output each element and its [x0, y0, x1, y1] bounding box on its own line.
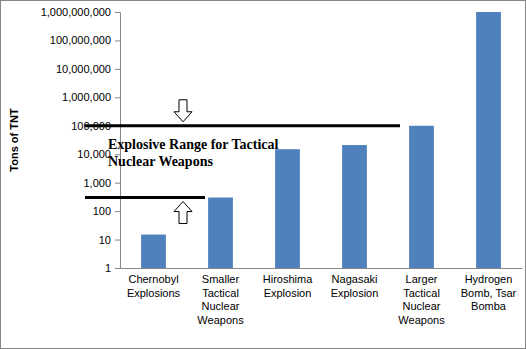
- x-tick-label: Nagasaki Explosion: [331, 273, 379, 299]
- x-tick-label-line: Smaller: [202, 273, 240, 285]
- y-tick-label: 1,000: [83, 177, 111, 189]
- y-tick-mark: [115, 183, 120, 184]
- y-tick-mark: [115, 12, 120, 13]
- x-tick-label-line: Nuclear: [403, 300, 441, 312]
- y-tick-label: 1,000,000,000: [41, 6, 111, 18]
- x-tick: Larger TacticalNuclear Weapons: [398, 268, 445, 326]
- bar: [342, 145, 367, 268]
- x-tick-label-line: Bomb, Tsar: [461, 287, 517, 299]
- y-tick-label: 10: [99, 234, 111, 246]
- chart: 1101001,00010,000100,0001,000,00010,000,…: [0, 0, 526, 349]
- y-tick-label: 1,000,000: [62, 91, 111, 103]
- x-tick: Hydrogen Bomb, TsarBomba: [461, 268, 517, 312]
- x-axis: ChernobylExplosionsSmallerTacticalNuclea…: [121, 268, 523, 326]
- x-tick-label-line: Chernobyl: [128, 273, 178, 285]
- x-tick-label: Hiroshima Explosion: [263, 273, 313, 299]
- x-tick-label-line: Hydrogen: [465, 273, 513, 285]
- y-tick-label: 1: [105, 262, 111, 274]
- y-tick-label: 100: [93, 205, 111, 217]
- x-tick-label-line: Explosions: [127, 287, 181, 299]
- y-tick-mark: [115, 69, 120, 70]
- x-tick-label: Hydrogen Bomb, TsarBomba: [461, 273, 517, 313]
- y-axis-title: Tons of TNT: [8, 108, 20, 172]
- bar: [409, 126, 434, 268]
- x-tick-label-line: Weapons: [398, 314, 445, 326]
- y-tick: 10: [99, 234, 120, 246]
- range-line-low: [85, 196, 205, 199]
- y-tick-mark: [115, 40, 120, 41]
- y-tick-mark: [115, 97, 120, 98]
- x-axis-line: [121, 268, 523, 269]
- x-tick-label: Smaller TacticalNuclear Weapons: [197, 273, 244, 326]
- bar: [141, 235, 166, 268]
- x-tick-label: Larger TacticalNuclear Weapons: [398, 273, 445, 326]
- x-tick-label-line: Hiroshima: [263, 273, 313, 285]
- x-tick-label-line: Tactical: [403, 287, 440, 299]
- y-tick-mark: [115, 211, 120, 212]
- x-tick-label-line: Nagasaki: [332, 273, 378, 285]
- range-arrow: [174, 100, 192, 122]
- x-tick-label: Chernobyl Explosions: [127, 273, 181, 299]
- y-tick: 100,000,000: [50, 34, 120, 46]
- bar: [275, 149, 300, 268]
- annotation-text: Explosive Range for Tactical: [108, 137, 279, 152]
- annotation-text: Nuclear Weapons: [108, 154, 213, 169]
- y-tick: 100: [93, 205, 120, 217]
- x-tick-label-line: Nuclear: [202, 300, 240, 312]
- range-line-high: [85, 124, 400, 127]
- x-tick-label-line: Explosion: [264, 287, 312, 299]
- y-tick-label: 10,000: [77, 148, 111, 160]
- x-tick-label-line: Explosion: [331, 287, 379, 299]
- annotation: Explosive Range for Tactical Nuclear Weap…: [85, 100, 400, 224]
- x-tick-label-line: Weapons: [197, 314, 244, 326]
- range-arrow: [174, 202, 192, 224]
- bar: [208, 198, 233, 268]
- y-tick: 1: [105, 262, 120, 274]
- y-tick: 10,000,000: [56, 63, 120, 75]
- x-tick: Hiroshima Explosion: [263, 268, 313, 299]
- bar: [476, 12, 501, 268]
- y-tick-mark: [115, 240, 120, 241]
- x-tick-label-line: Larger: [406, 273, 438, 285]
- y-tick-mark: [115, 268, 120, 269]
- x-tick: Nagasaki Explosion: [331, 268, 379, 299]
- y-tick-label: 100,000,000: [50, 34, 111, 46]
- x-tick: Smaller TacticalNuclear Weapons: [197, 268, 244, 326]
- x-tick: Chernobyl Explosions: [127, 268, 181, 299]
- x-tick-label-line: Bomba: [471, 300, 507, 312]
- y-tick: 1,000,000,000: [41, 6, 120, 18]
- y-tick-label: 10,000,000: [56, 63, 111, 75]
- chart-border: [1, 1, 526, 349]
- x-tick-label-line: Tactical: [202, 287, 239, 299]
- y-tick: 1,000,000: [62, 91, 120, 103]
- y-tick: 1,000: [83, 177, 120, 189]
